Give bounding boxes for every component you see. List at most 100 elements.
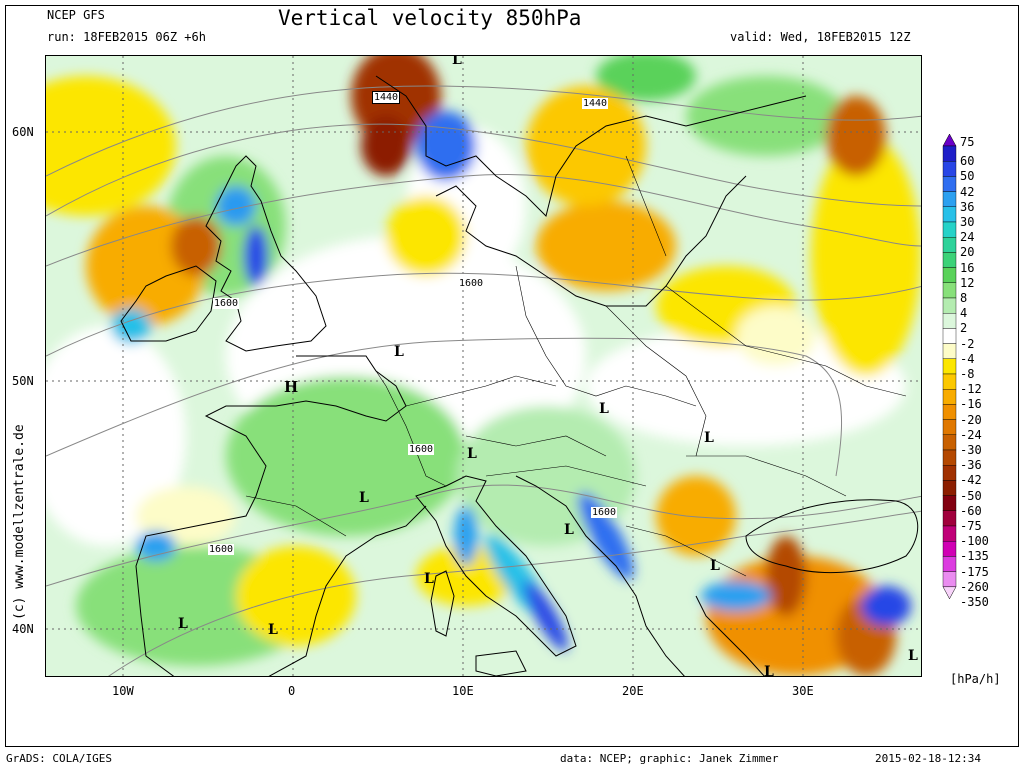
legend-label: -260 — [960, 579, 989, 594]
legend-label: 36 — [960, 199, 975, 214]
legend-swatch — [942, 373, 957, 390]
valid-time: valid: Wed, 18FEB2015 12Z — [730, 30, 911, 44]
low-pressure-mark: L — [908, 648, 918, 664]
legend-arrow-top — [942, 133, 957, 147]
legend-label: -24 — [960, 427, 982, 442]
legend-swatch — [942, 145, 957, 162]
legend-swatch — [942, 419, 957, 436]
contour-label: 1600 — [208, 544, 235, 555]
map-title: Vertical velocity 850hPa — [278, 6, 582, 30]
legend-swatch — [942, 404, 957, 420]
contour-label: 1440 — [372, 91, 401, 104]
legend-swatch — [942, 221, 957, 238]
legend-label: -60 — [960, 503, 982, 518]
lon-label: 10W — [112, 684, 134, 698]
legend-swatch — [942, 358, 957, 375]
legend-label: -8 — [960, 367, 975, 381]
legend-label: -20 — [960, 412, 982, 427]
legend-label: -50 — [960, 488, 982, 503]
geopotential-contours — [46, 85, 921, 676]
legend-label: 42 — [960, 184, 975, 199]
legend-swatch — [942, 525, 957, 542]
legend-label: 20 — [960, 245, 975, 260]
low-pressure-mark: L — [452, 55, 462, 68]
credit-text: (c) www.modellzentrale.de — [12, 424, 27, 620]
legend-swatch — [942, 161, 957, 177]
low-pressure-mark: L — [564, 522, 574, 538]
legend-label: -350 — [960, 595, 989, 609]
lat-label: 50N — [12, 374, 34, 388]
legend-label: 12 — [960, 275, 975, 290]
low-pressure-mark: L — [359, 490, 369, 506]
legend-swatch — [942, 465, 957, 481]
low-pressure-mark: L — [268, 622, 278, 638]
high-pressure-mark: H — [284, 378, 299, 396]
legend-swatch — [942, 236, 957, 253]
legend-label: 4 — [960, 306, 968, 321]
lon-label: 30E — [792, 684, 814, 698]
lat-label: 60N — [12, 125, 34, 139]
lon-label: 0 — [288, 684, 296, 698]
footer-timestamp: 2015-02-18-12:34 — [875, 752, 981, 765]
velocity-field — [46, 56, 921, 676]
low-pressure-mark: L — [424, 571, 434, 587]
legend-swatch — [942, 267, 957, 284]
color-legend: 75 60 50 42 36 30 24 20 16 12 8 4 2 -2 -4 -8 -12 -16 -20 -2… — [940, 132, 1020, 632]
legend-label: -75 — [960, 519, 982, 533]
legend-swatch — [942, 571, 957, 588]
contour-label: 1600 — [591, 507, 618, 518]
contour-label: 1600 — [458, 278, 485, 289]
legend-swatch — [942, 312, 957, 329]
lon-label: 20E — [622, 684, 644, 698]
low-pressure-mark: L — [710, 558, 720, 574]
legend-label: 2 — [960, 321, 968, 336]
legend-label: 75 — [960, 135, 975, 149]
legend-swatch — [942, 191, 957, 207]
weather-map: 1440 1440 1600 1600 1600 1600 1600 H L L… — [45, 55, 922, 677]
legend-swatch — [942, 389, 957, 405]
legend-swatch — [942, 510, 957, 527]
low-pressure-mark: L — [394, 344, 404, 360]
low-pressure-mark: L — [764, 664, 774, 677]
graticule — [46, 56, 921, 676]
model-name: NCEP GFS — [47, 8, 105, 22]
low-pressure-mark: L — [599, 401, 609, 417]
legend-label: 60 — [960, 154, 975, 169]
legend-swatch — [942, 495, 957, 512]
legend-unit: [hPa/h] — [950, 672, 1001, 686]
lon-label: 10E — [452, 684, 474, 698]
footer-software: GrADS: COLA/IGES — [6, 752, 112, 765]
legend-label: 8 — [960, 291, 968, 305]
legend-swatch — [942, 480, 957, 496]
contour-label: 1600 — [408, 444, 435, 455]
legend-swatch — [942, 449, 957, 466]
legend-arrow-bottom — [942, 586, 957, 600]
map-canvas — [46, 56, 921, 676]
legend-label: -175 — [960, 564, 989, 579]
coastlines — [120, 75, 919, 676]
legend-bar — [942, 133, 957, 600]
legend-swatch — [942, 541, 957, 557]
legend-swatch — [942, 297, 957, 314]
legend-label: -135 — [960, 549, 989, 564]
figure-frame — [5, 5, 1019, 747]
legend-label: -2 — [960, 336, 975, 351]
legend-label: -30 — [960, 443, 982, 457]
footer-credit: data: NCEP; graphic: Janek Zimmer — [560, 752, 779, 765]
legend-swatch — [942, 556, 957, 572]
legend-label: -100 — [960, 534, 989, 549]
contour-label: 1440 — [582, 98, 609, 109]
legend-label: -4 — [960, 351, 975, 366]
legend-label: 24 — [960, 230, 975, 245]
legend-label: -42 — [960, 473, 982, 488]
legend-swatch — [942, 434, 957, 451]
legend-label: 30 — [960, 215, 975, 229]
legend-swatch — [942, 176, 957, 192]
lat-label: 40N — [12, 622, 34, 636]
legend-label: -36 — [960, 458, 982, 473]
legend-swatch — [942, 343, 957, 360]
legend-swatch — [942, 328, 957, 344]
legend-label: 16 — [960, 260, 975, 275]
legend-label: -16 — [960, 397, 982, 412]
run-info: run: 18FEB2015 06Z +6h — [47, 30, 206, 44]
